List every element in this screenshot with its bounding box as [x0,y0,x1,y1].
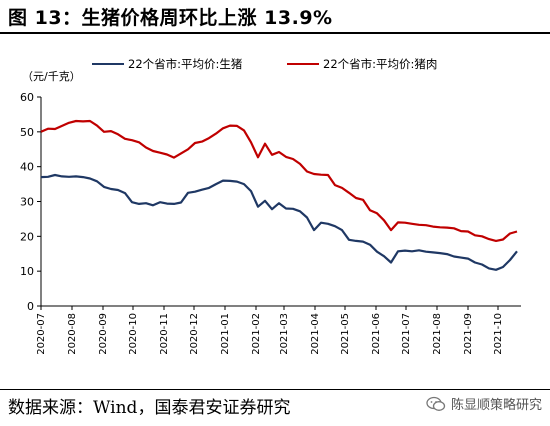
x-tick-label: 2020-08 [67,313,78,355]
watermark-text: 陈显顺策略研究 [450,398,542,413]
x-tick-label: 2021-10 [493,313,504,355]
x-tick-label: 2021-04 [310,313,321,355]
x-tick-label: 2021-08 [432,313,443,355]
x-tick-label: 2021-03 [279,313,290,355]
source-note: 数据来源：Wind，国泰君安证券研究 [8,398,291,418]
y-tick-label: 10 [20,265,34,278]
line-chart: 22个省市:平均价:生猪 22个省市:平均价:猪肉 （元/千克） 0 10 20 30… [20,57,521,355]
legend-label-series2: 22个省市:平均价:猪肉 [323,57,437,71]
y-tick-label: 0 [27,300,34,313]
title-divider [0,32,550,34]
y-tick-label: 20 [20,230,34,243]
x-tick-label: 2021-01 [220,313,231,355]
y-tick-label: 60 [20,91,34,104]
watermark: 陈显顺策略研究 [426,394,542,413]
x-tick-label: 2020-09 [98,313,109,355]
x-tick-label: 2021-05 [340,313,351,355]
figure-header: 图 13：生猪价格周环比上涨 13.9% [0,0,550,34]
y-axis-ticks: 0 10 20 30 40 50 60 [20,91,41,313]
x-tick-label: 2021-02 [251,313,262,355]
legend-label-series1: 22个省市:平均价:生猪 [128,57,243,71]
x-tick-label: 2020-07 [36,313,47,355]
x-tick-label: 2021-07 [401,313,412,355]
x-tick-label: 2020-10 [128,313,139,355]
y-tick-label: 50 [20,126,34,139]
legend: 22个省市:平均价:生猪 22个省市:平均价:猪肉 [92,57,437,71]
y-tick-label: 30 [20,196,34,209]
series-line-1 [40,173,518,271]
axes [40,97,521,307]
series-line-2 [40,119,518,242]
x-tick-label: 2021-06 [371,313,382,355]
x-tick-label: 2020-11 [159,313,170,355]
x-tick-label: 2021-09 [463,313,474,355]
x-tick-label: 2020-12 [189,313,200,355]
wechat-logo-icon [426,396,446,411]
y-unit-label: （元/千克） [22,70,81,83]
x-axis-ticks: 2020-07 2020-08 2020-09 2020-10 2020-11 2020-… [36,306,504,355]
figure-title: 图 13：生猪价格周环比上涨 13.9% [8,7,333,29]
footer-divider [0,389,550,390]
series-lines [40,119,518,271]
y-tick-label: 40 [20,161,34,174]
